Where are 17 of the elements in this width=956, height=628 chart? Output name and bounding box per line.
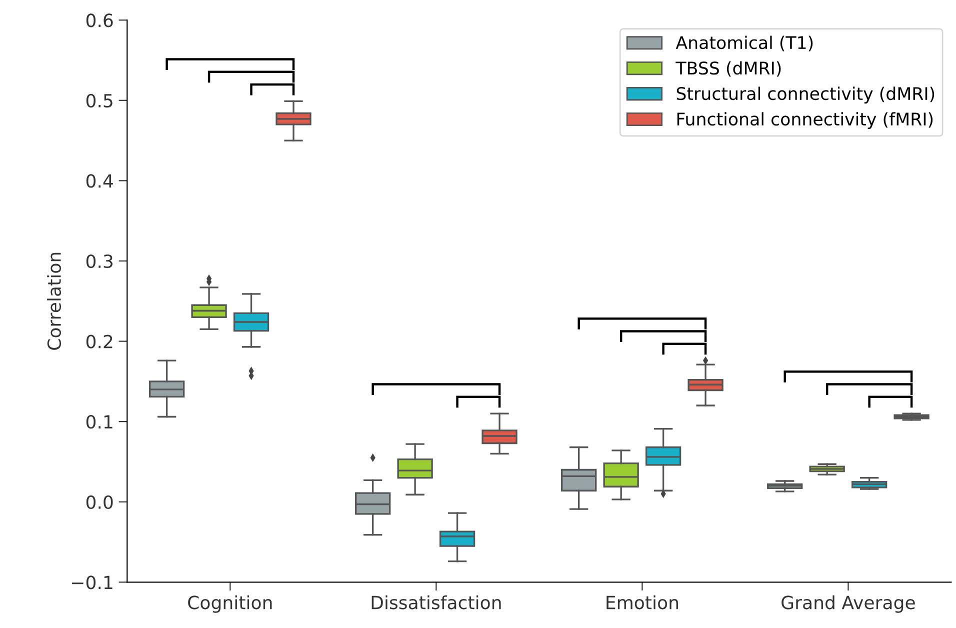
y-tick-label: 0.3 (86, 254, 113, 268)
legend-label: Structural connectivity (dMRI) (676, 86, 934, 104)
y-tick-label: 0.4 (86, 174, 113, 188)
x-tick-label: Cognition (188, 595, 272, 613)
y-tick-label: 0.0 (86, 495, 113, 509)
y-tick-label: 0.6 (86, 14, 113, 28)
x-tick-label: Dissatisfaction (372, 595, 501, 610)
y-tick-label: 0.5 (86, 94, 112, 108)
legend-label: Functional connectivity (fMRI) (677, 112, 933, 129)
legend-label: TBSS (dMRI) (676, 61, 781, 77)
y-tick-label: −0.1 (72, 576, 112, 590)
y-tick-label: 0.1 (86, 415, 112, 429)
y-axis-title: Correlation (47, 252, 62, 350)
y-tick-label: 0.2 (86, 334, 112, 348)
legend-label: Anatomical (T1) (676, 36, 813, 52)
x-tick-label: Emotion (606, 595, 678, 610)
x-tick-label: Grand Average (782, 595, 915, 613)
